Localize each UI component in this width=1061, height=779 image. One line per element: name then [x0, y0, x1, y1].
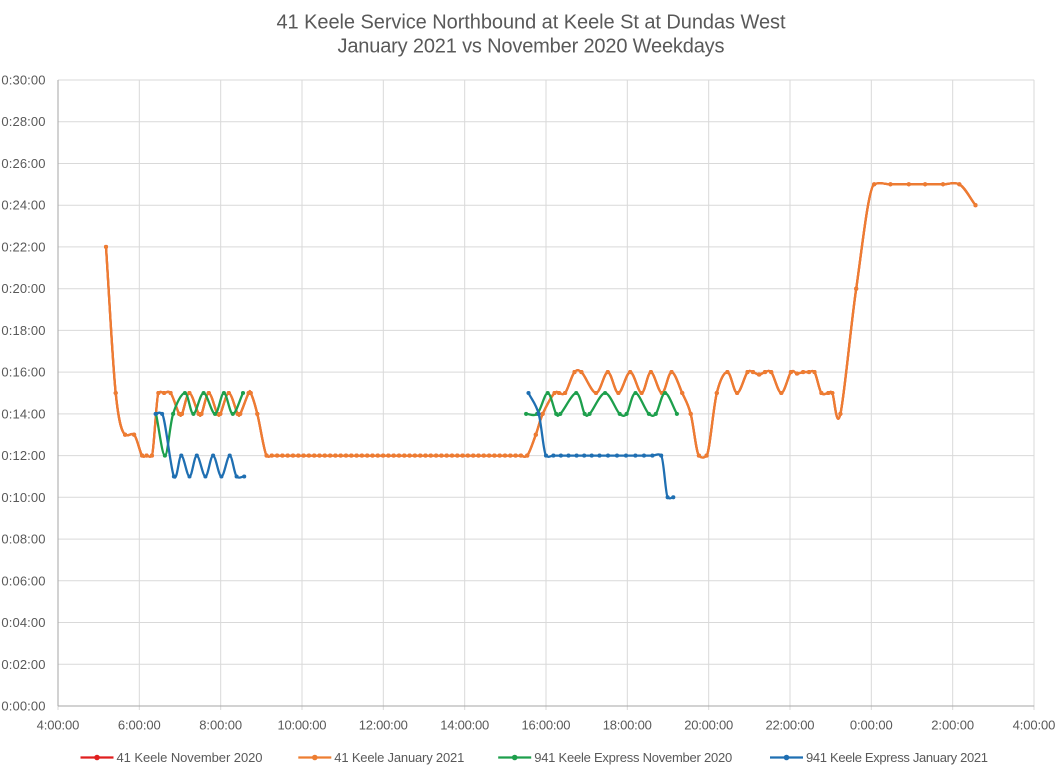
svg-text:0:00:00: 0:00:00 [850, 717, 893, 732]
svg-text:0:18:00: 0:18:00 [1, 323, 45, 338]
svg-text:January 2021 vs November 2020: January 2021 vs November 2020 Weekdays [338, 36, 725, 58]
svg-text:41 Keele January 2021: 41 Keele January 2021 [334, 750, 464, 765]
svg-text:12:00:00: 12:00:00 [359, 717, 408, 732]
svg-text:41 Keele Service Northbound at: 41 Keele Service Northbound at Keele St … [277, 12, 786, 34]
svg-text:0:02:00: 0:02:00 [1, 657, 45, 672]
svg-text:0:12:00: 0:12:00 [1, 448, 45, 463]
svg-text:4:00:00: 4:00:00 [37, 717, 80, 732]
svg-text:6:00:00: 6:00:00 [118, 717, 161, 732]
svg-text:14:00:00: 14:00:00 [440, 717, 489, 732]
svg-text:8:00:00: 8:00:00 [199, 717, 242, 732]
svg-text:0:20:00: 0:20:00 [1, 281, 45, 296]
svg-text:0:26:00: 0:26:00 [1, 156, 45, 171]
svg-text:941 Keele Express November 202: 941 Keele Express November 2020 [534, 750, 732, 765]
svg-text:4:00:00: 4:00:00 [1013, 717, 1056, 732]
svg-text:0:14:00: 0:14:00 [1, 406, 45, 421]
svg-text:10:00:00: 10:00:00 [278, 717, 327, 732]
svg-text:941 Keele Express January 2021: 941 Keele Express January 2021 [806, 750, 988, 765]
svg-text:41 Keele November 2020: 41 Keele November 2020 [117, 750, 263, 765]
svg-text:0:06:00: 0:06:00 [1, 573, 45, 588]
svg-text:2:00:00: 2:00:00 [931, 717, 974, 732]
svg-text:0:30:00: 0:30:00 [1, 73, 45, 88]
svg-text:0:28:00: 0:28:00 [1, 114, 45, 129]
svg-text:0:10:00: 0:10:00 [1, 490, 45, 505]
svg-text:16:00:00: 16:00:00 [522, 717, 571, 732]
svg-text:18:00:00: 18:00:00 [603, 717, 652, 732]
svg-text:22:00:00: 22:00:00 [766, 717, 815, 732]
svg-text:0:22:00: 0:22:00 [1, 239, 45, 254]
svg-text:0:04:00: 0:04:00 [1, 615, 45, 630]
svg-text:20:00:00: 20:00:00 [684, 717, 733, 732]
svg-text:0:24:00: 0:24:00 [1, 198, 45, 213]
svg-text:0:00:00: 0:00:00 [1, 699, 45, 714]
svg-text:0:08:00: 0:08:00 [1, 532, 45, 547]
svg-text:0:16:00: 0:16:00 [1, 365, 45, 380]
